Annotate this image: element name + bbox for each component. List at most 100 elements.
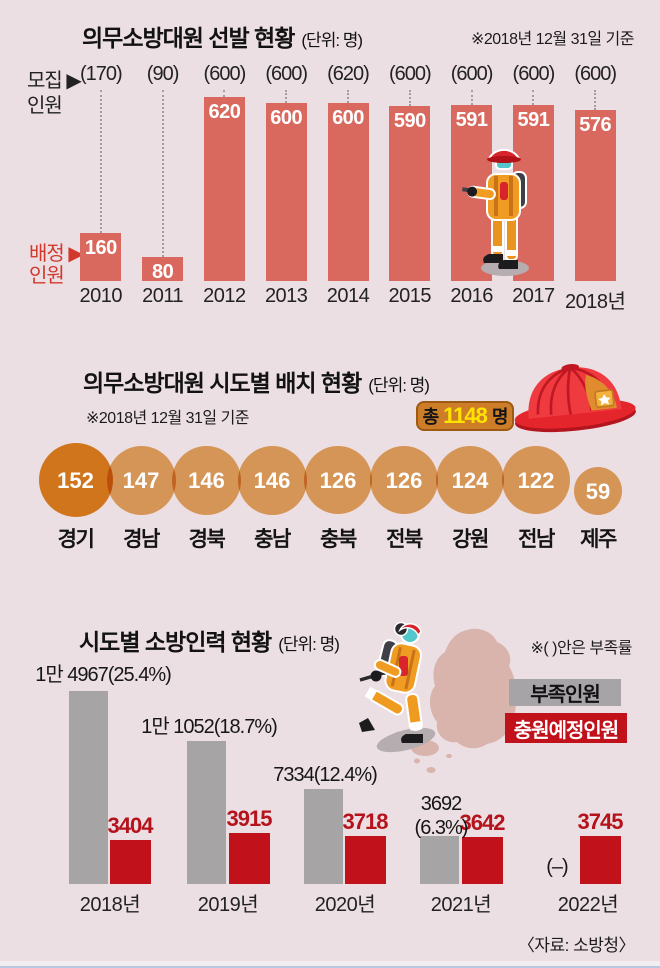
planned-bar [580,836,621,884]
total-badge-prefix: 총 [422,407,440,427]
shortage-bar [420,836,459,884]
recruit-row-label-line1: 모집 ▶ [27,70,82,92]
year-label: 2016 [450,285,493,307]
assigned-value-label: 600 [332,107,364,129]
planned-bar [345,836,386,884]
leader-line [470,90,473,105]
section1-title-text: 의무소방대원 선발 현황 [82,25,295,51]
deploy-circle [237,445,307,515]
region-label: 강원 [452,528,489,551]
region-label: 경남 [123,528,160,551]
recruit-count-label: (620) [327,63,370,85]
section3-title: 시도별 소방인력 현황 (단위: 명) [79,623,340,657]
deploy-circle [436,446,504,514]
deploy-value-label: 124 [451,468,489,493]
total-badge-value: 1148 [443,403,488,428]
recruit-count-label: (600) [450,63,494,85]
leader-line [408,90,411,106]
deploy-circle [106,445,176,515]
leader-line [99,90,102,233]
section2-title: 의무소방대원 시도별 배치 현황 (단위: 명) [83,364,430,398]
deploy-value-label: 122 [517,468,555,493]
recruit-row-label-line2: 인원 [27,95,63,117]
section1-unit-label: (단위: 명) [301,31,363,50]
planned-value-label: 3915 [226,806,273,831]
region-label: 전북 [386,528,423,551]
section3-unit-label: (단위: 명) [278,635,340,654]
section1-note: ※2018년 12월 31일 기준 [470,31,635,48]
assigned-bar [389,106,431,281]
firefighter-running-illustration [359,621,436,753]
recruit-count-label: (600) [574,63,617,85]
leader-line [161,90,164,257]
bottom-strip [0,961,660,966]
shortage-value-label: (–) [546,856,568,878]
shortage-value-label: 1만 4967(25.4%) [35,664,172,686]
year-label: 2015 [388,285,432,307]
assigned-bar [142,257,184,281]
assigned-value-label: 576 [579,114,612,136]
leader-line [347,90,349,103]
recruit-count-label: (600) [203,63,247,85]
deploy-circle [38,443,113,517]
deploy-value-label: 152 [57,468,94,493]
assigned-value-label: 160 [84,237,117,259]
deploy-value-label: 59 [585,479,611,504]
leader-line [223,90,226,97]
deploy-circle [502,446,570,514]
year-label: 2017 [512,285,555,307]
region-label: 경기 [57,528,95,551]
region-label: 전남 [518,528,555,551]
year-label: 2014 [326,285,370,307]
deploy-circle [370,446,438,514]
deploy-value-label: 146 [188,468,225,493]
section2-note: ※2018년 12월 31일 기준 [86,410,250,427]
assigned-value-label: 590 [393,110,426,132]
assigned-value-label: 80 [151,261,174,283]
legend-planned: 충원예정인원 [505,713,627,743]
year-label: 2022년 [557,894,619,916]
fire-helmet-illustration [514,364,636,433]
recruit-count-label: (170) [79,63,123,85]
assigned-bar [327,103,369,281]
shortage-bar [187,741,226,884]
region-label: 제주 [580,528,617,551]
legend-shortage: 부족인원 [509,679,621,706]
assigned-bar [203,97,245,281]
recruit-count-label: (90) [146,63,180,85]
total-badge: 총 1148 명 [416,401,514,431]
planned-bar [462,837,503,884]
total-badge-suffix: 명 [491,407,509,427]
year-label: 2013 [264,285,308,307]
deploy-circle [574,467,622,515]
recruit-count-label: (600) [388,63,432,85]
year-label: 2020년 [314,894,376,916]
year-label: 2011 [142,285,184,307]
planned-bar [229,833,270,884]
planned-value-label: 3745 [577,809,624,834]
leader-line [285,90,288,103]
leader-line [532,90,535,105]
assigned-bar [80,233,122,281]
planned-bar [110,840,151,884]
shortage-value-label: 3692 (6.3%) [414,793,469,839]
section2-unit-label: (단위: 명) [368,376,430,395]
region-label: 충남 [254,528,291,551]
section2-title-text: 의무소방대원 시도별 배치 현황 [83,370,362,396]
section1-title: 의무소방대원 선발 현황 (단위: 명) [82,19,363,53]
deploy-value-label: 126 [385,468,423,493]
year-label: 2021년 [430,894,492,916]
section3-title-text: 시도별 소방인력 현황 [79,629,272,655]
legend-shortage-label: 부족인원 [530,684,601,706]
region-label: 충북 [320,528,357,551]
deploy-value-label: 126 [319,468,357,493]
planned-value-label: 3718 [342,809,389,834]
legend-planned-label: 충원예정인원 [513,719,619,742]
recruit-count-label: (600) [265,63,308,85]
planned-value-label: 3404 [107,813,154,838]
